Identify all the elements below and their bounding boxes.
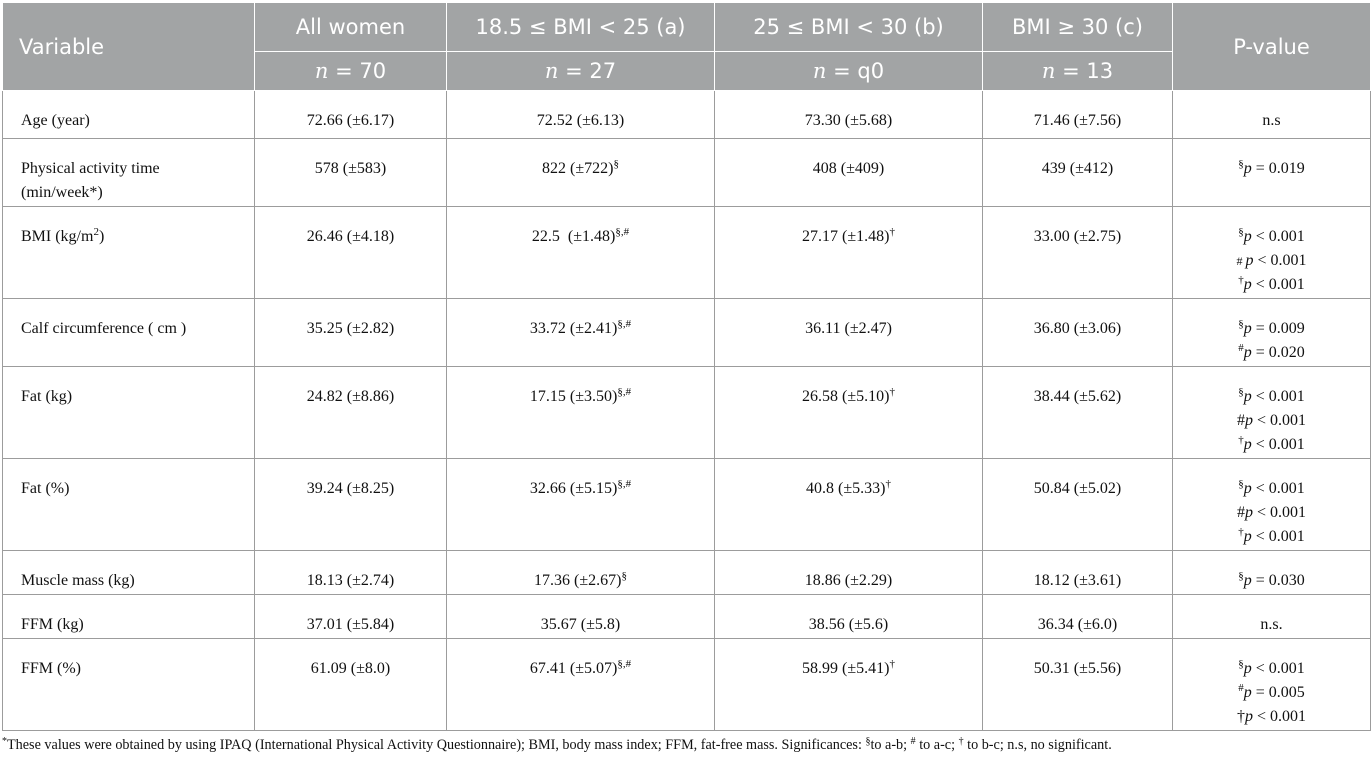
cell-all: 72.66 (±6.17) bbox=[254, 90, 447, 139]
header-pvalue: P-value bbox=[1172, 2, 1371, 91]
table-row: FFM (%) 61.09 (±8.0) 67.41 (±5.07)§,# 58… bbox=[2, 638, 1371, 731]
cell-c: 33.00 (±2.75) bbox=[982, 206, 1173, 299]
row-label: FFM (kg) bbox=[2, 594, 255, 639]
cell-c: 18.12 (±3.61) bbox=[982, 550, 1173, 595]
cell-c: 38.44 (±5.62) bbox=[982, 366, 1173, 459]
cell-pvalue: §p < 0.001 #p = 0.005 †p < 0.001 bbox=[1172, 638, 1371, 731]
results-table: Variable All women 18.5 ≤ BMI < 25 (a) 2… bbox=[2, 2, 1371, 731]
header-n-a: n = 27 bbox=[446, 51, 715, 91]
row-label: FFM (%) bbox=[2, 638, 255, 731]
row-label: Physical activity time (min/week*) bbox=[2, 138, 255, 207]
cell-b: 73.30 (±5.68) bbox=[714, 90, 983, 139]
table-row: Calf circumference ( cm ) 35.25 (±2.82) … bbox=[2, 298, 1371, 367]
header-n-row: n = 70 n = 27 n = q0 n = 13 bbox=[3, 51, 1371, 91]
cell-a: 32.66 (±5.15)§,# bbox=[446, 458, 715, 551]
cell-c: 36.80 (±3.06) bbox=[982, 298, 1173, 367]
table-row: Muscle mass (kg) 18.13 (±2.74) 17.36 (±2… bbox=[2, 550, 1371, 595]
header-n-b: n = q0 bbox=[714, 51, 983, 91]
row-label: Fat (%) bbox=[2, 458, 255, 551]
cell-a: 72.52 (±6.13) bbox=[446, 90, 715, 139]
cell-all: 578 (±583) bbox=[254, 138, 447, 207]
cell-b: 26.58 (±5.10)† bbox=[714, 366, 983, 459]
cell-a: 22.5 (±1.48)§,# bbox=[446, 206, 715, 299]
header-group-a: 18.5 ≤ BMI < 25 (a) bbox=[446, 2, 715, 52]
header-row: Variable All women 18.5 ≤ BMI < 25 (a) 2… bbox=[2, 2, 1371, 91]
header-group-c: BMI ≥ 30 (c) bbox=[982, 2, 1173, 52]
cell-c: 36.34 (±6.0) bbox=[982, 594, 1173, 639]
table-row: BMI (kg/m2) 26.46 (±4.18) 22.5 (±1.48)§,… bbox=[2, 206, 1371, 299]
row-label: Fat (kg) bbox=[2, 366, 255, 459]
cell-b: 27.17 (±1.48)† bbox=[714, 206, 983, 299]
cell-pvalue: §p = 0.030 bbox=[1172, 550, 1371, 595]
cell-b: 38.56 (±5.6) bbox=[714, 594, 983, 639]
cell-pvalue: n.s. bbox=[1172, 594, 1371, 639]
table-footnote: *These values were obtained by using IPA… bbox=[2, 736, 1112, 754]
cell-pvalue: §p < 0.001 #p < 0.001 †p < 0.001 bbox=[1172, 458, 1371, 551]
header-n-c: n = 13 bbox=[982, 51, 1173, 91]
cell-b: 58.99 (±5.41)† bbox=[714, 638, 983, 731]
cell-b: 36.11 (±2.47) bbox=[714, 298, 983, 367]
cell-all: 37.01 (±5.84) bbox=[254, 594, 447, 639]
cell-a: 35.67 (±5.8) bbox=[446, 594, 715, 639]
cell-all: 61.09 (±8.0) bbox=[254, 638, 447, 731]
cell-all: 35.25 (±2.82) bbox=[254, 298, 447, 367]
cell-c: 50.84 (±5.02) bbox=[982, 458, 1173, 551]
cell-c: 71.46 (±7.56) bbox=[982, 90, 1173, 139]
cell-all: 26.46 (±4.18) bbox=[254, 206, 447, 299]
row-label: BMI (kg/m2) bbox=[2, 206, 255, 299]
cell-a: 17.15 (±3.50)§,# bbox=[446, 366, 715, 459]
header-all-women: All women bbox=[254, 2, 447, 52]
table-row: FFM (kg) 37.01 (±5.84) 35.67 (±5.8) 38.5… bbox=[2, 594, 1371, 639]
cell-all: 39.24 (±8.25) bbox=[254, 458, 447, 551]
header-n-all: n = 70 bbox=[254, 51, 447, 91]
row-label: Age (year) bbox=[2, 90, 255, 139]
table-row: Age (year) 72.66 (±6.17) 72.52 (±6.13) 7… bbox=[2, 90, 1371, 139]
cell-b: 40.8 (±5.33)† bbox=[714, 458, 983, 551]
cell-a: 33.72 (±2.41)§,# bbox=[446, 298, 715, 367]
cell-all: 24.82 (±8.86) bbox=[254, 366, 447, 459]
table-row: Fat (kg) 24.82 (±8.86) 17.15 (±3.50)§,# … bbox=[2, 366, 1371, 459]
header-group-b: 25 ≤ BMI < 30 (b) bbox=[714, 2, 983, 52]
header-variable: Variable bbox=[2, 2, 255, 91]
cell-a: 822 (±722)§ bbox=[446, 138, 715, 207]
cell-pvalue: §p < 0.001 # p < 0.001 †p < 0.001 bbox=[1172, 206, 1371, 299]
table-row: Fat (%) 39.24 (±8.25) 32.66 (±5.15)§,# 4… bbox=[2, 458, 1371, 551]
cell-c: 50.31 (±5.56) bbox=[982, 638, 1173, 731]
cell-c: 439 (±412) bbox=[982, 138, 1173, 207]
cell-pvalue: §p = 0.019 bbox=[1172, 138, 1371, 207]
table-row: Physical activity time (min/week*) 578 (±… bbox=[2, 138, 1371, 207]
cell-pvalue: §p = 0.009 #p = 0.020 bbox=[1172, 298, 1371, 367]
row-label: Calf circumference ( cm ) bbox=[2, 298, 255, 367]
cell-pvalue: §p < 0.001 #p < 0.001 †p < 0.001 bbox=[1172, 366, 1371, 459]
cell-all: 18.13 (±2.74) bbox=[254, 550, 447, 595]
cell-a: 67.41 (±5.07)§,# bbox=[446, 638, 715, 731]
cell-b: 408 (±409) bbox=[714, 138, 983, 207]
row-label: Muscle mass (kg) bbox=[2, 550, 255, 595]
cell-a: 17.36 (±2.67)§ bbox=[446, 550, 715, 595]
cell-pvalue: n.s bbox=[1172, 90, 1371, 139]
cell-b: 18.86 (±2.29) bbox=[714, 550, 983, 595]
